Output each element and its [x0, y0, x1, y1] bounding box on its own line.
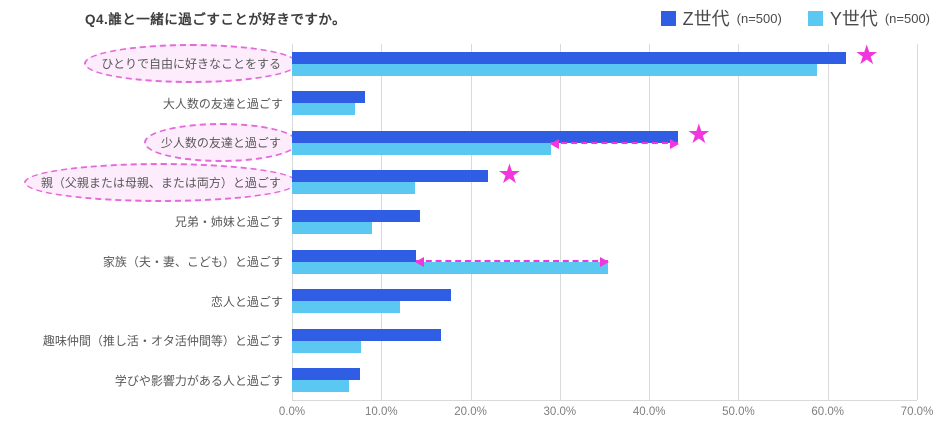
legend-label-z: Z世代 [682, 9, 730, 29]
z-bar [292, 328, 442, 341]
bar-group: ★ [292, 158, 917, 203]
arrow-head-right-icon [669, 138, 679, 149]
gridline [470, 44, 472, 400]
gridline [827, 44, 829, 400]
y-bar [292, 301, 401, 314]
bar-group [292, 202, 917, 242]
gridline [738, 44, 740, 400]
category-label: 恋人と過ごす [210, 294, 283, 309]
category-label-highlighted: 少人数の友達と過ごす [143, 123, 298, 163]
category-label-highlighted: 親（父親または母親、または両方）と過ごす [23, 162, 298, 202]
category-label: 大人数の友達と過ごす [162, 96, 283, 111]
gridline [559, 44, 561, 400]
category-label: 学びや影響力がある人と過ごす [114, 373, 283, 388]
z-bar [292, 130, 678, 143]
x-tick-label: 10.0% [364, 406, 398, 418]
z-bar [292, 249, 417, 262]
chart-title: Q4.誰と一緒に過ごすことが好きですか。 [85, 12, 347, 27]
x-tick-label: 30.0% [543, 406, 577, 418]
category-labels: ひとりで自由に好きなことをする大人数の友達と過ごす少人数の友達と過ごす 親（父親ま… [0, 44, 298, 400]
legend: Z世代 (n=500) Y世代 (n=500) [660, 5, 930, 31]
x-tick-label: 40.0% [632, 406, 666, 418]
category-label-row: 少人数の友達と過ごす [0, 123, 298, 163]
legend-swatch-y [807, 10, 823, 26]
category-label: 趣味仲間（推し活・オタ活仲間等）と過ごす [42, 334, 283, 349]
bar-group [292, 281, 917, 321]
gridline [649, 44, 651, 400]
bar-group: ★ [292, 40, 917, 84]
category-label-row: 大人数の友達と過ごす [0, 84, 288, 124]
y-bar [292, 380, 350, 393]
z-bar [292, 91, 366, 104]
star-icon: ★ [497, 158, 522, 189]
x-tick-label: 50.0% [722, 406, 755, 418]
legend-item-y: Y世代 (n=500) [807, 5, 930, 31]
gap-arrow [549, 138, 679, 149]
y-bar [292, 142, 551, 155]
category-label-row: 恋人と過ごす [0, 281, 288, 321]
z-bar [292, 368, 360, 381]
legend-n-y: (n=500) [884, 10, 930, 26]
z-bar [292, 210, 420, 223]
y-bar [292, 261, 609, 274]
legend-label-y: Y世代 [829, 9, 878, 29]
y-bar [292, 222, 373, 235]
arrow-head-left-icon [549, 138, 559, 149]
star-icon: ★ [854, 40, 879, 70]
star-icon: ★ [686, 119, 711, 150]
category-label-row: 親（父親または母親、または両方）と過ごす [0, 162, 298, 203]
category-label-row: 学びや影響力がある人と過ごす [0, 360, 288, 400]
category-label-row: 家族（夫・妻、こども）と過ごす [0, 242, 288, 282]
category-label-row: ひとりで自由に好きなことをする [0, 44, 298, 84]
arrow-head-right-icon [600, 257, 610, 268]
x-tick-label: 70.0% [900, 406, 934, 418]
bar-group [292, 84, 917, 124]
bar-group [292, 321, 917, 361]
x-tick-label: 20.0% [454, 406, 487, 418]
legend-item-z: Z世代 (n=500) [660, 5, 782, 31]
category-label-row: 兄弟・姉妹と過ごす [0, 202, 288, 242]
z-bar [292, 289, 451, 302]
bar-group [292, 242, 917, 282]
category-label-row: 趣味仲間（推し活・オタ活仲間等）と過ごす [0, 321, 288, 361]
y-bar [292, 63, 817, 76]
legend-n-z: (n=500) [736, 10, 782, 26]
category-label: 家族（夫・妻、こども）と過ごす [102, 255, 283, 270]
y-bar [292, 340, 361, 353]
category-label: 兄弟・姉妹と過ごす [174, 215, 283, 230]
x-axis: 0.0% 10.0% 20.0% 30.0% 40.0% 50.0% 60.0% 70.0% [279, 406, 933, 426]
y-bar [292, 182, 416, 195]
legend-swatch-z [660, 10, 676, 26]
category-label-highlighted: ひとりで自由に好きなことをする [84, 44, 298, 84]
gridline [917, 44, 918, 400]
bar-group [292, 360, 917, 400]
z-bar [292, 170, 489, 183]
y-bar [292, 103, 355, 116]
arrow-head-left-icon [415, 257, 425, 268]
z-bar [292, 51, 846, 64]
x-tick-label: 0.0% [278, 406, 306, 418]
bar-group: ★ [292, 119, 917, 163]
plot-area: ★ ★ ★ [292, 40, 918, 401]
x-tick-label: 60.0% [811, 406, 845, 418]
gap-arrow [415, 257, 610, 268]
